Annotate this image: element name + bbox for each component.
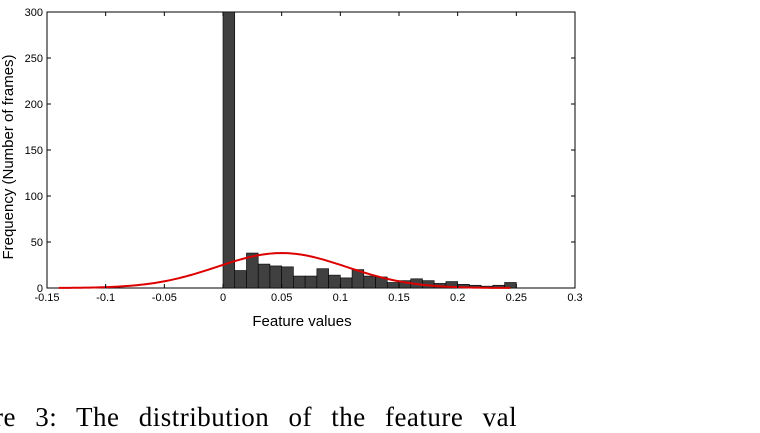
x-tick-label: 0.25 — [506, 292, 527, 304]
x-axis-label: Feature values — [252, 313, 351, 330]
fit-curve — [58, 252, 511, 289]
x-tick-label: 0.2 — [450, 292, 465, 304]
x-tick-label: -0.1 — [96, 292, 115, 304]
histogram-bar — [328, 274, 341, 289]
histogram-bar — [363, 275, 376, 289]
y-tick-label: 300 — [25, 7, 43, 19]
histogram-bar — [234, 270, 247, 289]
y-tick-label: 0 — [37, 283, 43, 295]
y-axis-label: Frequency (Number of frames) — [0, 54, 17, 259]
plot-area — [46, 11, 576, 289]
x-tick-label: 0.05 — [271, 292, 292, 304]
x-tick-label: 0.15 — [388, 292, 409, 304]
x-tick-label: 0 — [220, 292, 226, 304]
histogram-bar — [293, 275, 306, 289]
x-tick-label: 0.1 — [333, 292, 348, 304]
histogram-bar — [386, 282, 400, 289]
figure-caption: ure 3: The distribution of the feature v… — [0, 402, 518, 432]
histogram-bar — [340, 277, 353, 289]
y-tick-label: 150 — [25, 145, 43, 157]
histogram-chart: -0.15 -0.1 -0.05 0 0.05 0.1 0.15 0.2 0.25 0.3 0 50… — [0, 7, 583, 330]
y-tick-label: 50 — [31, 237, 43, 249]
x-axis-ticks: -0.15 -0.1 -0.05 0 0.05 0.1 0.15 0.2 0.25 0.3 — [34, 12, 583, 304]
y-axis-ticks: 0 50 100 150 200 250 300 — [25, 7, 575, 295]
histogram-bar — [269, 265, 282, 289]
y-tick-label: 200 — [25, 99, 43, 111]
histogram-bar — [316, 268, 329, 289]
histogram-bar — [281, 266, 294, 289]
histogram-bar — [304, 275, 318, 289]
y-tick-label: 100 — [25, 191, 43, 203]
histogram-bar — [222, 11, 236, 289]
x-tick-label: -0.15 — [34, 292, 59, 304]
x-tick-label: 0.3 — [567, 292, 582, 304]
x-tick-label: -0.05 — [152, 292, 177, 304]
y-tick-label: 250 — [25, 53, 43, 65]
histogram-bar — [257, 263, 271, 289]
